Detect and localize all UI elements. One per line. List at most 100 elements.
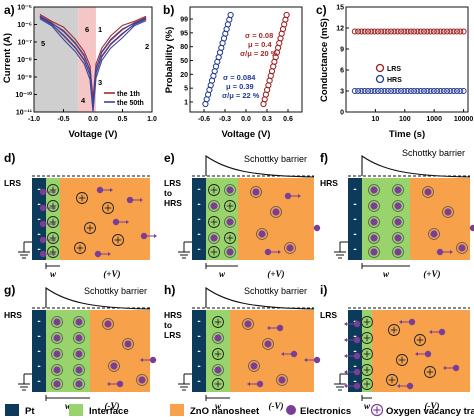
electron-dot <box>313 224 321 232</box>
electron-dot <box>290 350 298 358</box>
captured-electron <box>104 320 112 328</box>
schottky-barrier-curve <box>361 154 471 178</box>
a-x-tick-label: -0.5 <box>57 116 69 123</box>
c-point-hrs <box>454 88 460 94</box>
electron-dot <box>284 192 292 200</box>
c-point-lrs <box>414 28 421 35</box>
filled-trap <box>224 184 236 196</box>
schematic-panel-d: d) - - - - - LRS w (+V) <box>4 151 157 279</box>
c-point-hrs <box>444 88 451 94</box>
zno-layer <box>372 310 470 392</box>
pt-negative-charge: - <box>37 361 40 372</box>
oxygen-vacancy-trap <box>361 364 373 376</box>
c-point-lrs <box>351 28 358 35</box>
oxygen-vacancy-trap <box>76 192 88 204</box>
oxygen-vacancy-trap <box>212 316 224 328</box>
b-xlabel: Voltage (V) <box>222 129 271 140</box>
captured-electron <box>75 334 83 342</box>
c-y-tick-label: 9 <box>340 47 344 54</box>
filled-trap <box>248 360 260 372</box>
c-point-lrs <box>434 28 441 35</box>
electron-dot <box>353 336 361 344</box>
filled-trap <box>73 332 85 344</box>
bias-label: (-V) <box>269 401 284 411</box>
captured-electron <box>53 318 61 326</box>
filled-trap <box>276 374 288 386</box>
panel-d-label: d) <box>4 151 15 165</box>
panel-c-label: c) <box>316 3 327 17</box>
c-point-hrs <box>401 88 408 94</box>
electron-dot <box>39 188 47 196</box>
captured-electron <box>394 218 402 226</box>
captured-electron <box>250 362 258 370</box>
electron-dot <box>256 380 264 388</box>
pt-negative-charge: - <box>353 184 356 195</box>
oxygen-vacancy-trap <box>361 316 373 328</box>
electron-dot <box>112 218 120 226</box>
captured-electron <box>75 366 83 374</box>
schottky-barrier-curve <box>45 286 151 310</box>
oxygen-vacancy-trap <box>208 184 220 196</box>
panel-a-iv-chart: a) 10⁻⁵ 10⁻⁶ 10⁻⁷ 10⁻⁸ 10⁻⁹ 10⁻¹⁰ 10⁻¹¹ -1.0 -0… <box>2 3 157 140</box>
a-x-ticks: -1.0 -0.5 0.0 0.5 1.0 <box>28 109 157 123</box>
c-y-tick-label: 6 <box>340 68 344 75</box>
legend-swatch-pt <box>5 404 19 416</box>
pt-electrode <box>192 178 206 260</box>
c-point-lrs <box>388 28 395 35</box>
state-label-hrs: HRS <box>164 310 182 320</box>
captured-electron <box>210 234 218 242</box>
filled-trap <box>208 232 220 244</box>
w-label: w <box>215 401 222 411</box>
legend-label-trap: Oxygen vacancy trap <box>386 406 474 417</box>
electron-dot <box>39 250 47 258</box>
c-point-hrs <box>378 88 385 94</box>
panel-a-label: a) <box>4 3 15 17</box>
a-series-lines <box>39 13 147 113</box>
filled-trap <box>122 338 134 350</box>
b-red-mu: μ = 0.4 <box>248 40 272 49</box>
c-data-points <box>351 28 467 94</box>
pt-negative-charge: - <box>353 361 356 372</box>
c-point-hrs <box>361 88 368 94</box>
c-legend-marker-hrs <box>375 74 385 84</box>
pt-negative-charge: - <box>353 199 356 210</box>
a-annotation-6: 6 <box>85 25 89 34</box>
c-point-hrs <box>365 88 371 94</box>
pt-negative-charge: - <box>37 184 40 195</box>
panel-e-label: e) <box>164 151 175 165</box>
schematic-panel-f: f) - - - - - Schottky barrier HRS w (+V) <box>320 148 474 279</box>
legend-label-pt: Pt <box>25 406 35 417</box>
schottky-barrier-label: Schottky barrier <box>244 154 307 164</box>
electron-dot <box>469 224 474 232</box>
captured-electron <box>370 248 378 256</box>
captured-electron <box>53 334 61 342</box>
c-point-lrs <box>411 28 418 35</box>
electron-dot <box>353 352 361 360</box>
c-point-lrs <box>447 28 454 35</box>
c-point-hrs <box>430 88 437 94</box>
oxygen-vacancy-trap <box>47 246 59 258</box>
oxygen-vacancy-trap <box>361 378 373 390</box>
c-point-lrs <box>384 28 391 35</box>
state-label-hrs: HRS <box>164 198 182 208</box>
a-y-tick-label: 10⁻⁶ <box>17 22 32 29</box>
c-point-lrs <box>440 28 447 35</box>
c-point-hrs <box>388 88 395 94</box>
captured-electron <box>278 376 286 384</box>
filled-trap <box>428 228 440 240</box>
oxygen-vacancy-trap <box>47 184 59 196</box>
panel-f-label: f) <box>320 151 328 165</box>
captured-electron <box>370 218 378 226</box>
c-point-hrs <box>384 88 391 94</box>
captured-electron <box>264 340 272 348</box>
b-y-tick-label: 50 <box>180 58 188 65</box>
a-shade-region-gray <box>34 7 79 112</box>
pt-electrode <box>348 178 362 260</box>
c-point-lrs <box>444 28 451 35</box>
pt-negative-charge: - <box>37 376 40 387</box>
c-y-tick-label: 0 <box>340 110 344 117</box>
captured-electron <box>75 318 83 326</box>
filled-trap <box>51 348 63 360</box>
electron-dot <box>438 328 446 336</box>
